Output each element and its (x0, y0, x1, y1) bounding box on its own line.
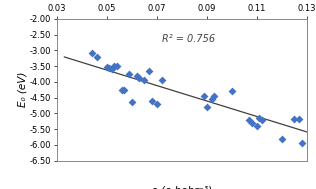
Point (257, 117, 262, 120)
Y-axis label: E₀ (eV): E₀ (eV) (17, 72, 27, 108)
Point (291, 118, 296, 121)
Point (114, 64, 119, 67)
Point (129, 101, 134, 104)
Point (279, 137, 284, 140)
Point (246, 118, 252, 121)
Point (134, 74, 139, 77)
Point (147, 69, 152, 72)
Point (254, 125, 259, 128)
Point (127, 73, 132, 76)
Point (229, 90, 234, 93)
Point (119, 88, 124, 91)
Point (104, 65, 109, 68)
Point (137, 77, 142, 80)
Point (107, 66, 112, 69)
Point (122, 88, 127, 91)
Point (112, 65, 117, 68)
Point (296, 118, 301, 121)
Point (154, 102, 159, 105)
Point (209, 98, 214, 101)
Point (89, 51, 94, 54)
Point (204, 106, 209, 109)
Point (149, 99, 154, 102)
Text: R² = 0.756: R² = 0.756 (162, 34, 215, 44)
Point (142, 78, 147, 81)
Point (212, 94, 217, 98)
Point (109, 67, 114, 70)
Point (249, 121, 254, 124)
Point (94, 55, 99, 58)
Text: ρ (e bohr⁻³): ρ (e bohr⁻³) (151, 186, 212, 189)
Point (159, 79, 164, 82)
Point (202, 94, 207, 98)
Point (299, 142, 304, 145)
Point (259, 119, 264, 122)
